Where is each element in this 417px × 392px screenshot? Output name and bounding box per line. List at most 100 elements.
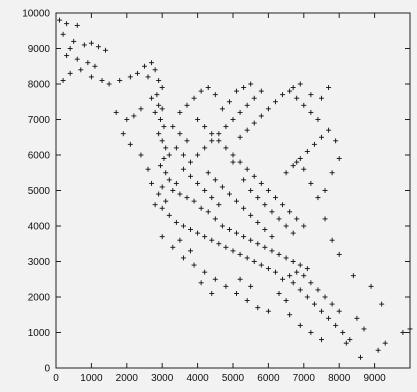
data-point: [202, 269, 208, 275]
data-point: [294, 95, 300, 101]
data-point: [241, 177, 247, 183]
data-point: [142, 63, 147, 69]
data-point: [219, 223, 225, 229]
data-point: [294, 159, 300, 165]
data-point: [290, 163, 296, 169]
data-point: [149, 180, 155, 186]
data-point: [308, 280, 314, 286]
data-point: [297, 156, 303, 162]
data-point: [272, 195, 278, 201]
data-point: [255, 195, 261, 201]
data-point: [262, 227, 268, 233]
data-point: [340, 330, 346, 335]
data-point: [216, 202, 222, 208]
data-point: [95, 44, 101, 50]
data-point: [315, 287, 321, 293]
data-point: [276, 290, 282, 296]
data-point: [152, 109, 158, 115]
data-point: [173, 219, 179, 225]
data-point: [251, 173, 257, 179]
data-point: [163, 170, 169, 176]
data-point: [280, 92, 286, 98]
data-point: [326, 315, 332, 321]
data-point: [297, 287, 303, 293]
data-point: [202, 145, 208, 151]
data-point: [319, 337, 324, 343]
data-point: [99, 77, 105, 83]
data-point: [319, 308, 324, 314]
data-point: [191, 95, 197, 101]
data-point: [198, 280, 204, 286]
data-point: [191, 198, 197, 204]
data-point: [131, 113, 137, 119]
data-point: [173, 180, 179, 186]
data-point: [161, 124, 167, 130]
data-point: [244, 166, 250, 172]
data-point: [88, 40, 94, 46]
data-point: [159, 85, 165, 91]
data-point: [198, 205, 204, 211]
y-tick-label: 9000: [28, 44, 51, 55]
data-point: [198, 88, 204, 94]
data-point: [159, 138, 165, 144]
data-point: [166, 177, 172, 183]
data-point: [315, 117, 321, 122]
y-tick-label: 8000: [28, 80, 51, 91]
data-point: [212, 276, 218, 282]
data-point: [156, 102, 162, 108]
data-point: [205, 85, 211, 91]
data-point: [237, 251, 243, 257]
data-point: [230, 248, 236, 254]
data-point: [145, 74, 151, 80]
data-point: [138, 152, 144, 158]
data-point: [157, 163, 163, 169]
data-point: [248, 188, 254, 193]
data-point: [226, 99, 232, 105]
data-point: [184, 102, 190, 108]
data-point: [297, 262, 303, 268]
data-point: [283, 255, 289, 261]
data-point: [216, 241, 222, 247]
data-point: [219, 184, 225, 190]
y-tick-label: 7000: [28, 115, 51, 126]
data-point: [157, 117, 163, 122]
data-point: [308, 92, 314, 98]
data-point: [276, 216, 282, 222]
data-point: [262, 244, 268, 250]
data-point: [343, 340, 349, 346]
data-point: [251, 95, 257, 101]
data-point: [159, 205, 165, 211]
y-tick-label: 5000: [28, 186, 51, 197]
data-point: [152, 67, 158, 73]
data-point: [134, 70, 140, 76]
data-point: [219, 106, 225, 112]
y-tick-label: 0: [44, 364, 50, 375]
data-point: [149, 60, 155, 66]
data-point: [311, 301, 317, 307]
data-point: [329, 237, 335, 243]
data-point: [304, 148, 310, 154]
data-point: [329, 301, 335, 307]
data-point: [202, 234, 208, 240]
data-point: [308, 180, 314, 186]
data-point: [350, 273, 356, 279]
data-point: [283, 170, 289, 176]
data-point: [265, 106, 271, 112]
data-point: [304, 294, 310, 300]
data-point: [361, 326, 367, 332]
data-point: [265, 308, 271, 314]
data-point: [209, 138, 215, 144]
data-point: [333, 322, 339, 328]
data-point: [159, 106, 165, 112]
data-point: [301, 102, 307, 108]
data-point: [255, 305, 261, 311]
data-point: [326, 85, 332, 91]
data-point: [290, 85, 296, 91]
data-point: [297, 322, 303, 328]
data-point: [188, 248, 194, 254]
data-point: [166, 212, 172, 218]
data-point: [269, 209, 275, 215]
data-point: [237, 134, 243, 140]
data-point: [209, 195, 215, 201]
data-point: [234, 88, 240, 94]
